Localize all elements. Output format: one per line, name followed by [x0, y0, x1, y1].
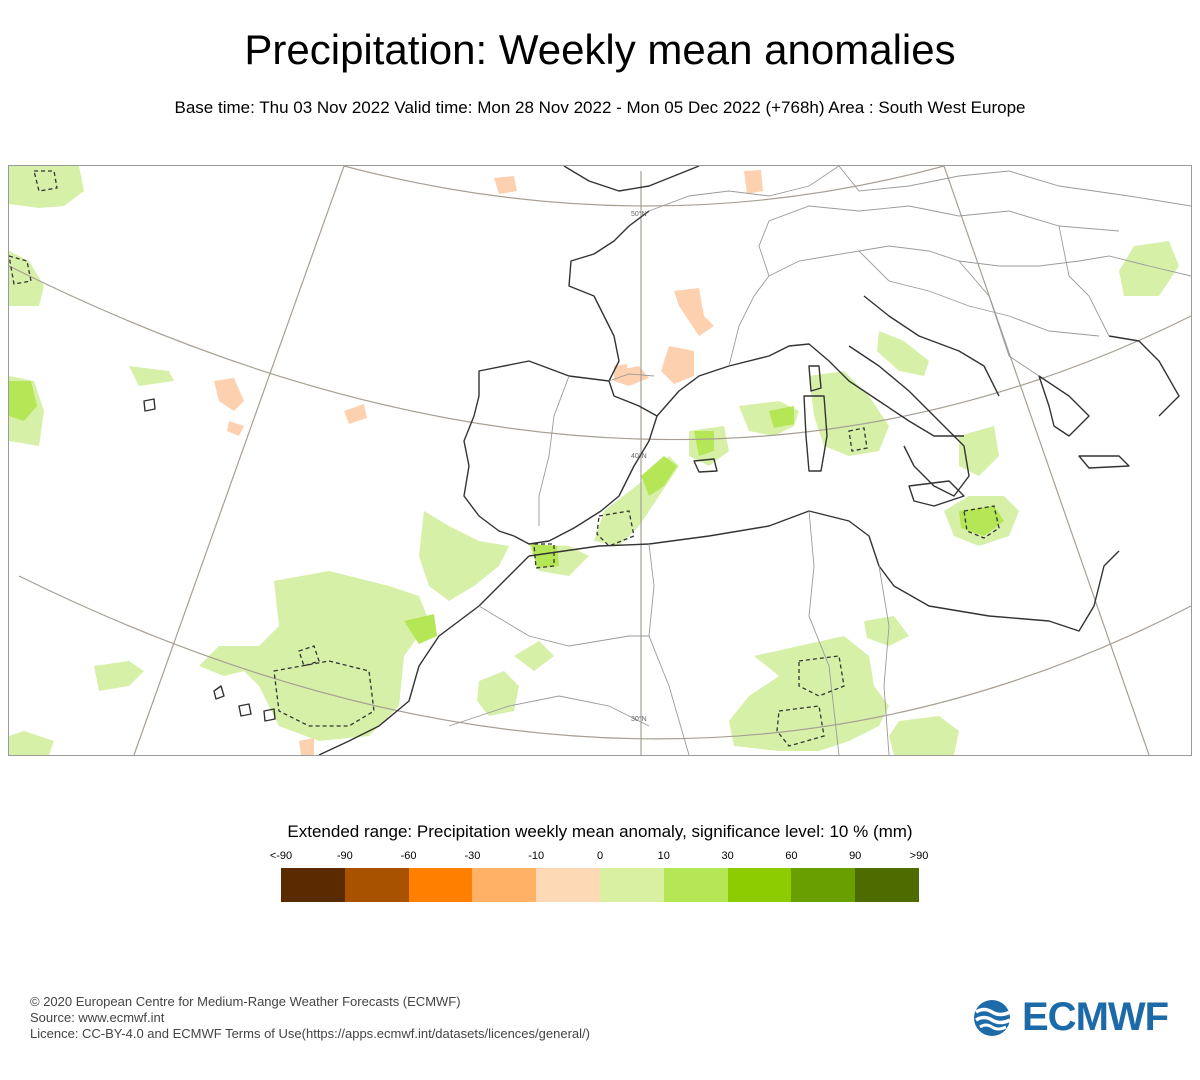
legend-tick: 90 [849, 850, 862, 862]
licence-text: Licence: CC-BY-4.0 and ECMWF Terms of Us… [30, 1026, 590, 1041]
positive-anomaly-areas [9, 166, 1179, 755]
anomaly-map: 50°N 40°N 30°N [8, 165, 1192, 756]
legend-tick: -10 [528, 850, 545, 862]
country-borders [448, 166, 1191, 755]
copyright-text: © 2020 European Centre for Medium-Range … [30, 994, 461, 1009]
legend-swatch [344, 868, 409, 902]
legend-tick: -90 [336, 850, 353, 862]
page-title: Precipitation: Weekly mean anomalies [244, 26, 956, 73]
legend-swatch [472, 868, 537, 902]
legend-tick: 0 [596, 850, 604, 862]
page-subtitle: Base time: Thu 03 Nov 2022 Valid time: M… [174, 98, 1026, 117]
ecmwf-logo: ECMWF [970, 995, 1170, 1040]
negative-anomaly-areas [214, 170, 763, 755]
legend-swatch [408, 868, 473, 902]
graticule-lines [9, 166, 1191, 755]
lat-label-40: 40°N [631, 452, 647, 460]
ecmwf-logo-text: ECMWF [1022, 995, 1169, 1039]
significance-contours [9, 170, 1000, 747]
source-text: Source: www.ecmwf.int [30, 1010, 165, 1025]
legend-swatch [855, 868, 919, 902]
legend-swatch [600, 868, 664, 902]
coastlines [143, 166, 1180, 755]
legend-swatch [663, 868, 728, 902]
legend-tick: 60 [785, 850, 798, 862]
legend-swatch [727, 868, 792, 902]
lat-label-50: 50°N [631, 210, 647, 218]
lat-label-30: 30°N [631, 715, 647, 723]
legend-tick: 30 [721, 850, 734, 862]
colorbar-legend: <-90 -90 -60 -30 -10 0 10 30 60 90 >90 [270, 850, 928, 906]
legend-title: Extended range: Precipitation weekly mea… [287, 822, 913, 841]
legend-tick: 10 [657, 850, 670, 862]
legend-swatch [281, 868, 345, 902]
legend-tick: <-90 [269, 850, 293, 862]
legend-tick: -60 [400, 850, 417, 862]
legend-swatch [536, 868, 600, 902]
legend-tick: >90 [909, 850, 929, 862]
footer-credits: © 2020 European Centre for Medium-Range … [30, 994, 590, 1042]
ecmwf-swirl-icon [974, 1000, 1011, 1036]
legend-swatch [791, 868, 856, 902]
strong-positive-anomaly-areas [9, 381, 1004, 644]
legend-tick: -30 [464, 850, 481, 862]
latitude-labels: 50°N 40°N 30°N [631, 210, 647, 723]
